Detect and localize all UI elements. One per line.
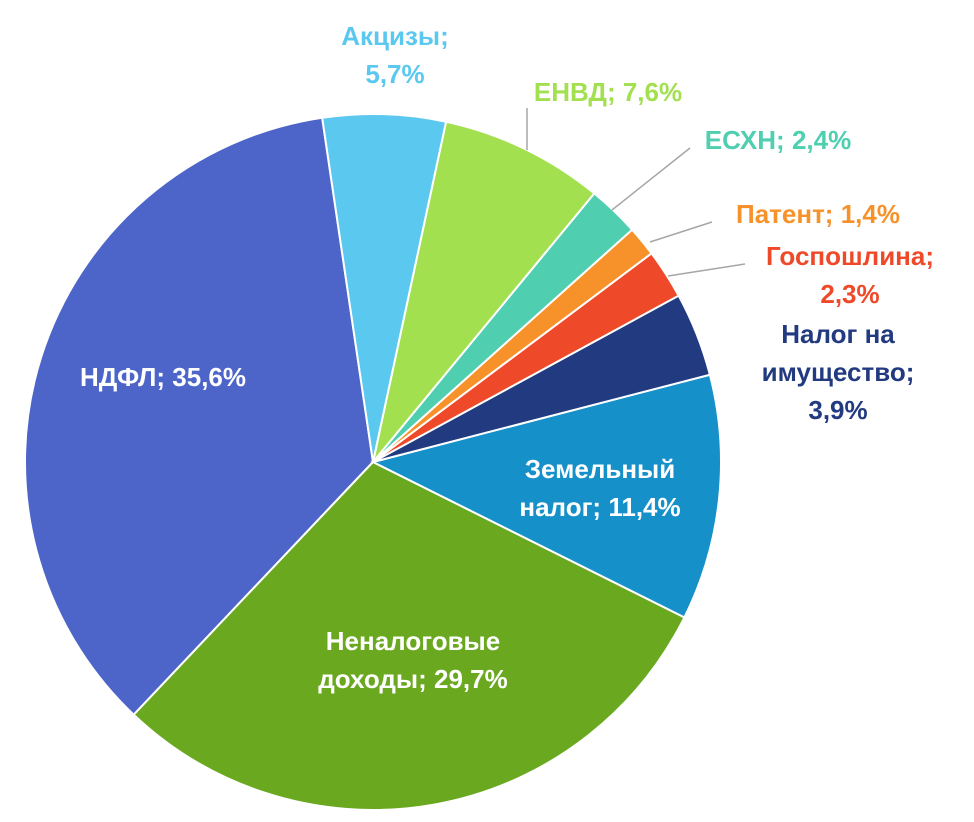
slice-label: ЕНВД; 7,6%: [534, 73, 682, 111]
slice-label: ЕСХН; 2,4%: [705, 121, 851, 159]
pie-slice: [24, 116, 375, 717]
value-label: 2,4%: [791, 125, 852, 155]
value-label: 11,4%: [608, 492, 681, 522]
value-label: 5,7%: [365, 59, 425, 89]
slice-label: Патент; 1,4%: [736, 195, 900, 233]
category-label: Госпошлина;: [765, 241, 935, 271]
slice-label: Акцизы; 5,7%: [335, 17, 455, 93]
category-label: ЕНВД;: [533, 77, 616, 107]
value-label: 1,4%: [840, 199, 900, 229]
value-label: 2,3%: [820, 279, 880, 309]
leader-lines: [526, 108, 746, 277]
slice-label: Земельный налог; 11,4%: [495, 450, 705, 526]
category-label: Патент;: [736, 199, 834, 229]
category-label: ЕСХН;: [704, 125, 785, 155]
category-label: НДФЛ;: [79, 362, 166, 392]
slice-label: Госпошлина; 2,3%: [760, 237, 940, 313]
category-label: Земельный налог;: [519, 454, 676, 522]
slice-label: Неналоговые доходы; 29,7%: [293, 622, 533, 698]
value-label: 7,6%: [622, 77, 683, 107]
category-label: Неналоговые доходы;: [318, 626, 501, 694]
value-label: 3,9%: [808, 395, 868, 425]
category-label: Налог на имущество;: [761, 319, 915, 387]
value-label: 29,7%: [433, 664, 508, 694]
slice-label: Налог на имущество; 3,9%: [738, 315, 938, 429]
pie-slice: [370, 373, 722, 619]
leader-line: [611, 147, 691, 211]
leader-line: [649, 221, 713, 243]
slice-label: НДФЛ; 35,6%: [80, 358, 246, 396]
value-label: 35,6%: [172, 362, 247, 392]
category-label: Акцизы;: [341, 21, 449, 51]
leader-line: [667, 263, 746, 277]
pie-slice: [321, 113, 448, 463]
